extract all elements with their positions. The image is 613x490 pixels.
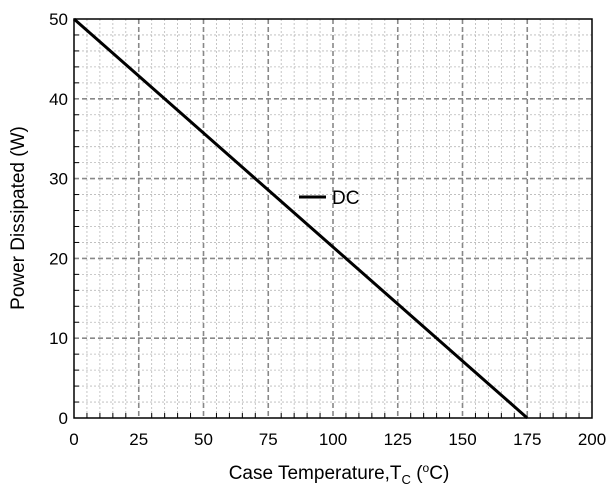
x-axis-label-unit-open: ( [411, 463, 423, 484]
y-tick-label: 10 [49, 329, 68, 348]
x-axis-label-subscript: C [402, 472, 411, 487]
x-tick-label: 175 [513, 430, 541, 449]
x-tick-label: 150 [448, 430, 476, 449]
y-tick-label: 50 [49, 10, 68, 29]
y-tick-label: 40 [49, 90, 68, 109]
x-axis-label: Case Temperature,TC (oC) [229, 461, 450, 487]
y-tick-label: 0 [59, 409, 68, 428]
minor-ticks [74, 34, 580, 418]
plot-frame [73, 18, 593, 419]
series-line-dc [73, 17, 529, 420]
x-tick-label: 100 [319, 430, 347, 449]
x-tick-label: 25 [129, 430, 148, 449]
legend: DC [299, 188, 359, 209]
legend-label-dc: DC [332, 188, 359, 209]
x-tick-label: 75 [259, 430, 278, 449]
y-tick-label: 30 [49, 170, 68, 189]
major-grid [74, 19, 592, 418]
minor-grid [74, 19, 592, 418]
x-axis-label-main: Case Temperature,T [229, 463, 402, 484]
x-tick-label: 0 [69, 430, 78, 449]
x-axis-label-degree-sup: o [423, 461, 430, 475]
y-axis-label: Power Dissipated (W) [8, 126, 29, 310]
x-axis-label-unit-close: C) [429, 463, 449, 484]
y-tick-label: 20 [49, 249, 68, 268]
x-tick-label: 125 [384, 430, 412, 449]
x-tick-labels: 0 25 50 75 100 125 150 175 200 [69, 430, 606, 449]
x-tick-label: 200 [578, 430, 606, 449]
y-tick-labels: 0 10 20 30 40 50 [49, 10, 68, 428]
series-layer [73, 17, 529, 420]
x-tick-label: 50 [194, 430, 213, 449]
